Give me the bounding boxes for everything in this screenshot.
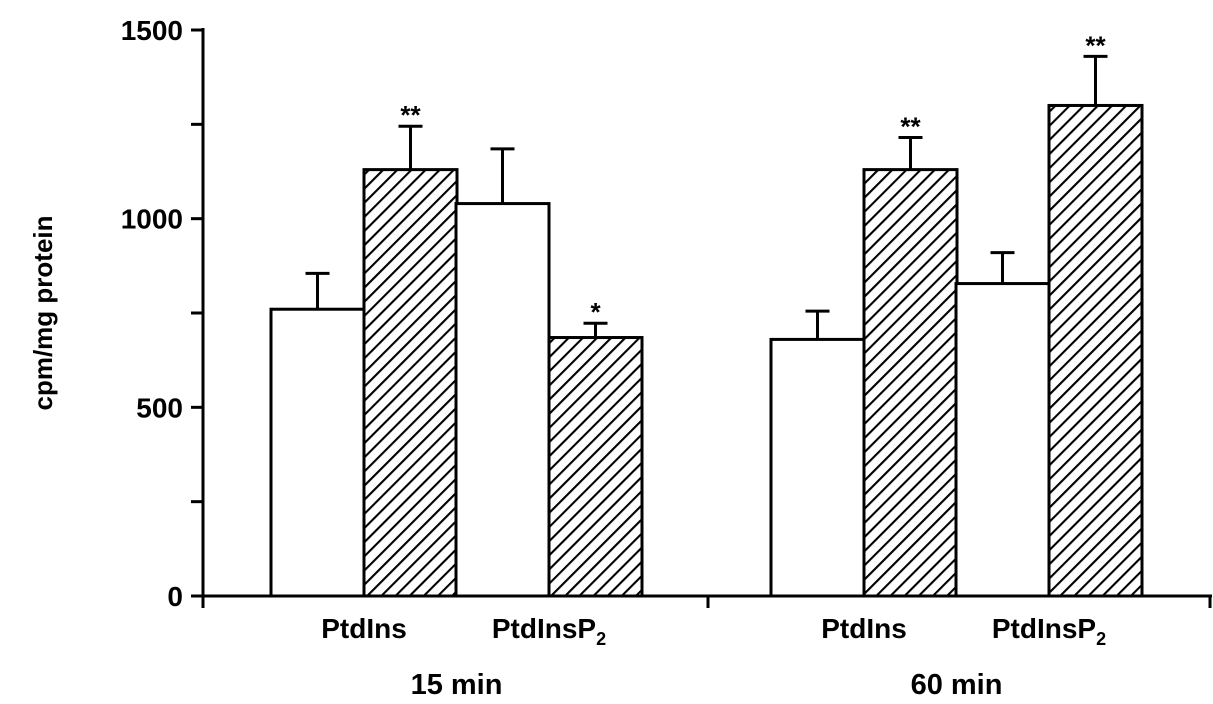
y-axis-title: cpm/mg protein xyxy=(28,215,58,410)
group-label: 60 min xyxy=(911,669,1003,701)
labels: 0 500 1000 1500 cpm/mg protein ** PtdIns * PtdIn… xyxy=(28,15,1106,701)
category-label: PtdIns xyxy=(321,613,407,644)
significance-label: ** xyxy=(1085,30,1106,60)
bar-open xyxy=(954,282,1051,598)
category-label-subscript: 2 xyxy=(596,629,606,649)
y-tick-label: 500 xyxy=(136,392,183,423)
bar-open xyxy=(454,202,551,598)
bar-hatched xyxy=(862,168,959,598)
y-tick-label: 0 xyxy=(167,581,183,612)
bar-hatched xyxy=(1047,103,1144,598)
bars xyxy=(269,54,1144,598)
bar-hatched xyxy=(547,336,644,598)
significance-label: ** xyxy=(400,100,421,130)
y-tick-label: 1000 xyxy=(121,204,183,235)
category-label: PtdInsP2 xyxy=(492,613,606,649)
group-label: 15 min xyxy=(411,669,503,701)
y-tick-label: 1500 xyxy=(121,15,183,46)
significance-label: * xyxy=(590,297,601,327)
category-label: PtdIns xyxy=(821,613,907,644)
category-label-subscript: 2 xyxy=(1096,629,1106,649)
bar-hatched xyxy=(362,168,459,598)
significance-label: ** xyxy=(900,112,921,142)
bar-open xyxy=(269,307,366,598)
category-label: PtdInsP2 xyxy=(992,613,1106,649)
bar-open xyxy=(769,337,866,598)
